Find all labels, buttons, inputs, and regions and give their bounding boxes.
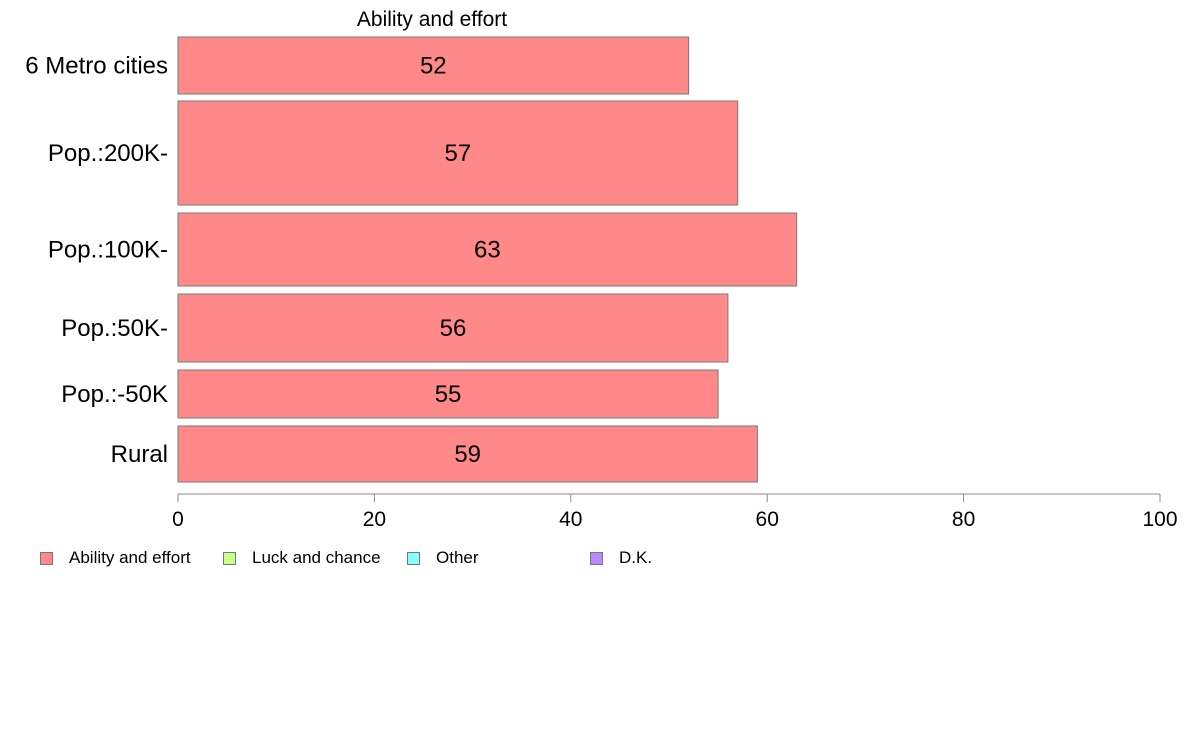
bar xyxy=(177,425,758,483)
bar xyxy=(177,369,719,419)
bar xyxy=(177,212,798,287)
legend-item-dk: D.K. xyxy=(590,548,652,568)
bar xyxy=(177,293,729,363)
legend-label-other: Other xyxy=(436,548,479,567)
bar-chart: Ability and effort 52 6 Metro cities 57 Pop… xyxy=(25,8,1177,531)
legend-label-dk: D.K. xyxy=(619,548,653,567)
legend-label-luck-and-chance: Luck and chance xyxy=(252,548,381,567)
x-tick-label: 40 xyxy=(559,508,582,531)
legend-item-ability-and-effort: Ability and effort xyxy=(40,548,191,568)
x-tick-label: 20 xyxy=(363,508,386,531)
bar xyxy=(177,36,690,95)
category-label: Pop.:-50K xyxy=(61,381,168,408)
bar-data-label: 56 xyxy=(440,315,467,342)
category-label: Pop.:50K- xyxy=(61,315,168,342)
bar-data-label: 55 xyxy=(435,381,462,408)
legend-item-other: Other xyxy=(407,548,479,568)
x-tick-label: 80 xyxy=(952,508,975,531)
bar-data-label: 63 xyxy=(474,237,501,264)
legend-item-luck-and-chance: Luck and chance xyxy=(223,548,381,568)
bar-data-label: 57 xyxy=(445,140,472,167)
category-label: 6 Metro cities xyxy=(25,53,168,80)
legend-swatch-ability-and-effort xyxy=(40,551,53,565)
chart-title: Ability and effort xyxy=(357,8,507,31)
x-tick-label: 100 xyxy=(1142,508,1177,531)
x-tick-label: 60 xyxy=(756,508,779,531)
legend-swatch-dk xyxy=(590,551,603,565)
category-label: Pop.:200K- xyxy=(48,140,168,167)
legend-swatch-luck-and-chance xyxy=(223,551,236,565)
bar-data-label: 59 xyxy=(454,441,481,468)
bar-data-label: 52 xyxy=(420,53,447,80)
category-label: Rural xyxy=(111,441,168,468)
x-tick-label: 0 xyxy=(172,508,184,531)
category-label: Pop.:100K- xyxy=(48,237,168,264)
bar xyxy=(177,100,739,206)
legend-label-ability-and-effort: Ability and effort xyxy=(69,548,191,567)
legend-swatch-other xyxy=(407,551,420,565)
